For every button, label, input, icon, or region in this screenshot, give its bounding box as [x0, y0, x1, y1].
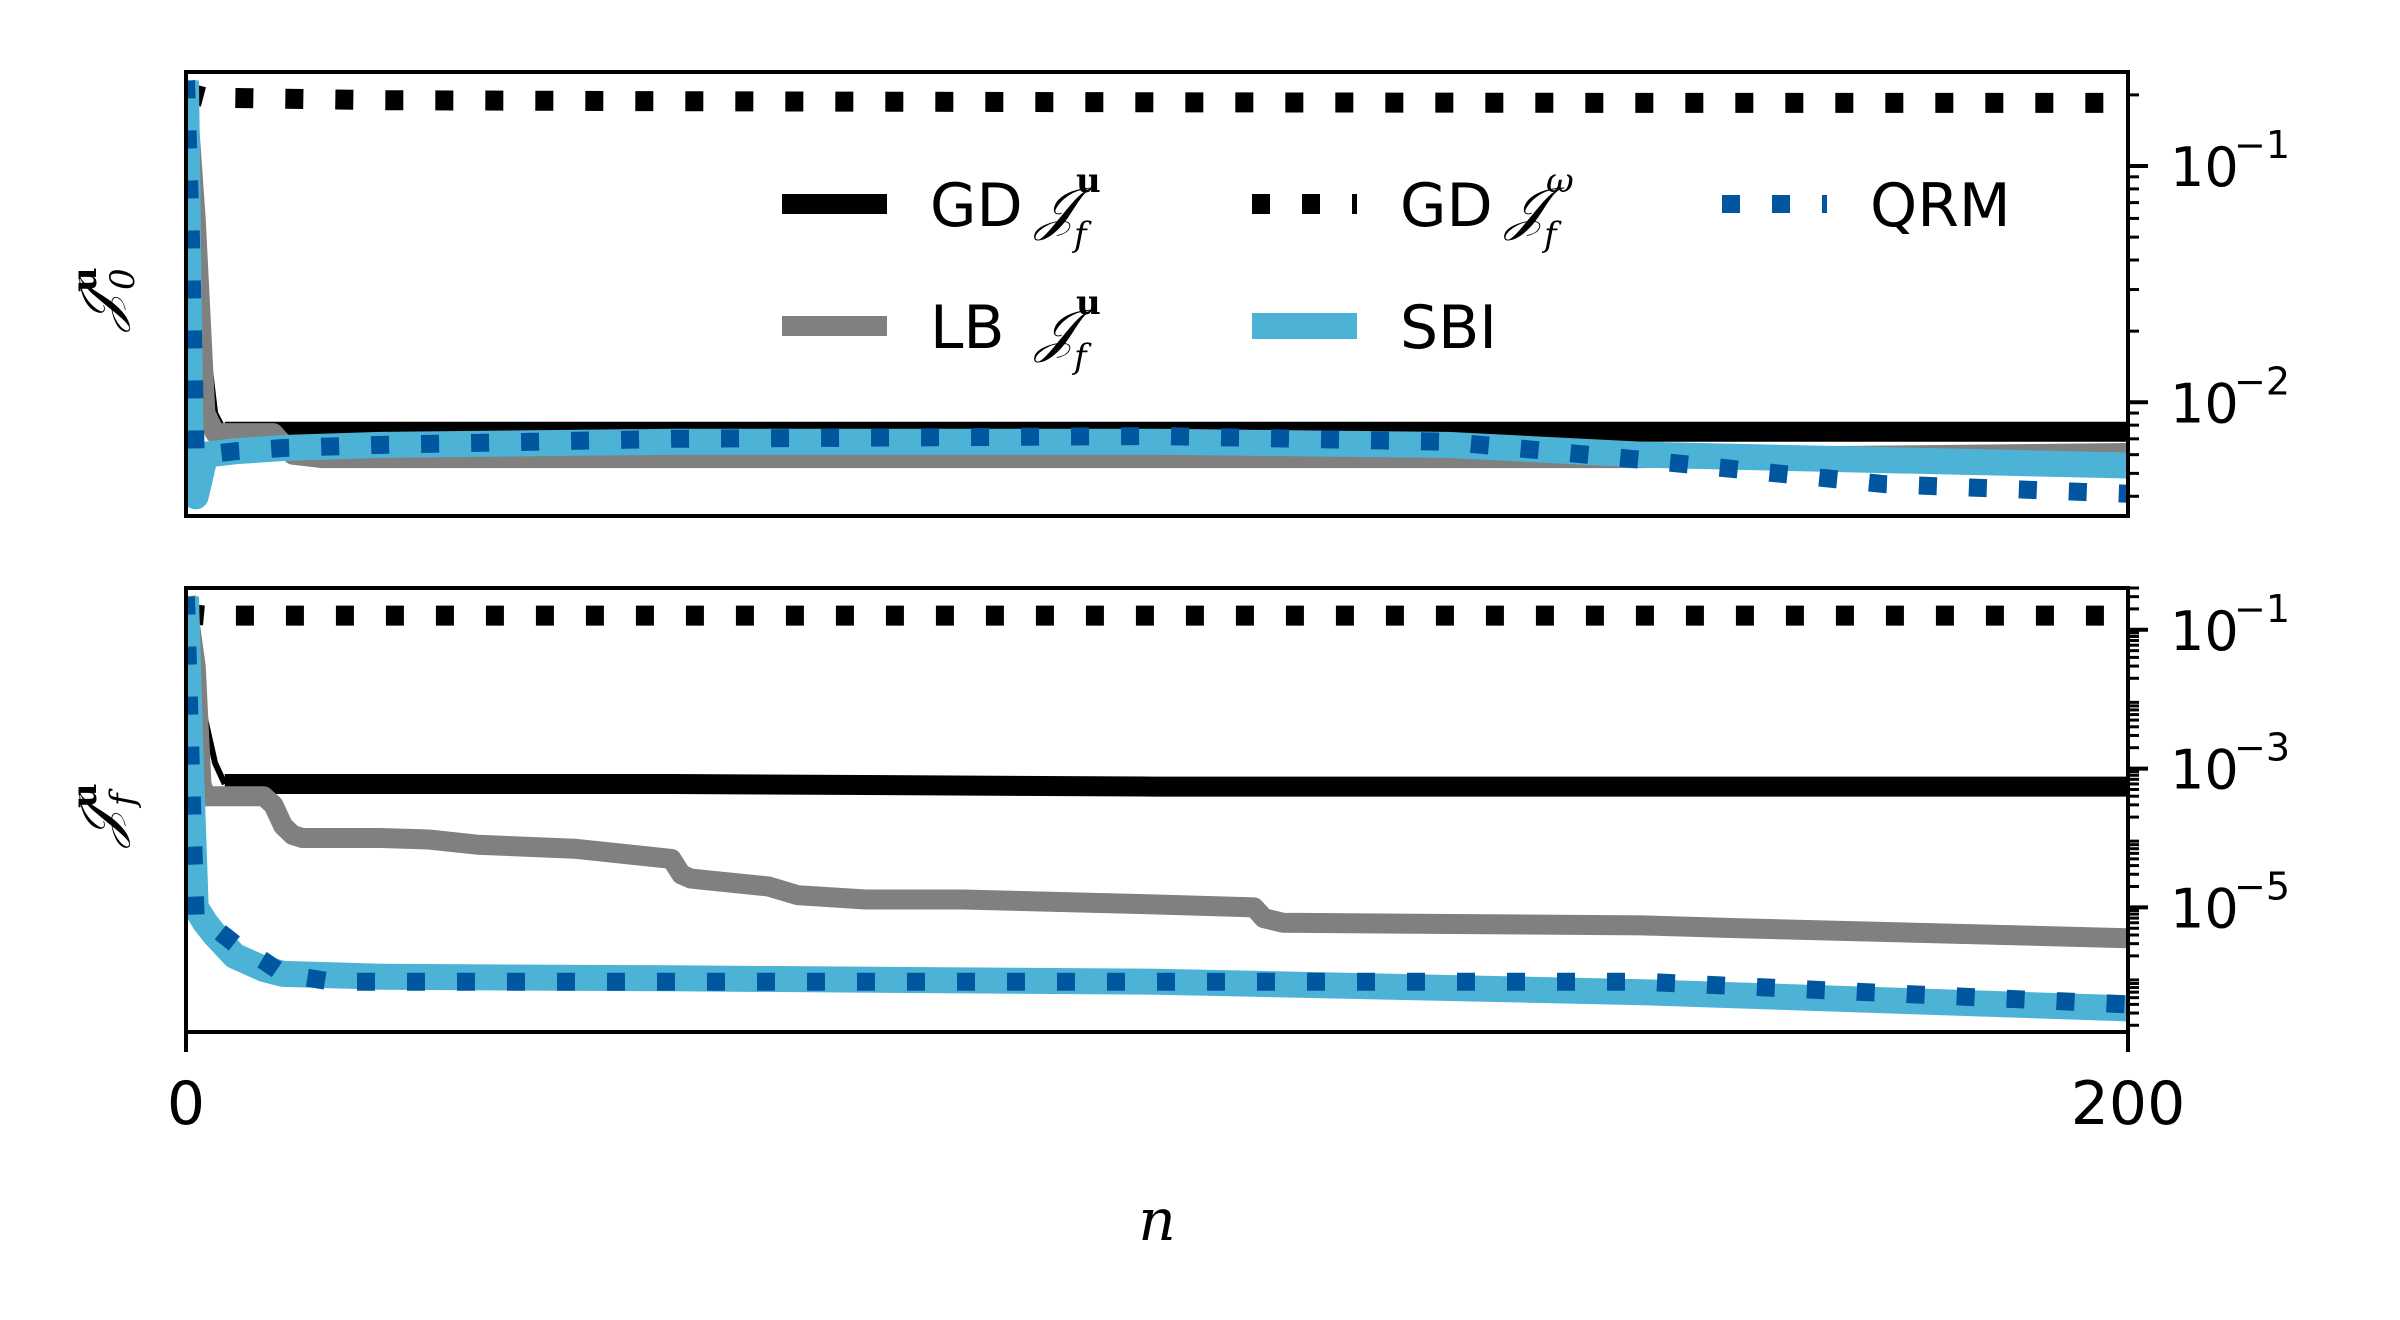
legend-math-sup: u — [1076, 161, 1101, 201]
y-axis-label: 𝒥u0 — [65, 267, 143, 333]
legend-math-sup: u — [1076, 283, 1101, 323]
series-gd-w — [186, 603, 2128, 626]
y-tick-label: 10 — [2170, 136, 2239, 199]
y-label-sup: u — [65, 267, 105, 292]
legend-label-qrm: QRM — [1870, 171, 2011, 241]
legend-label-gd-w: GD — [1400, 171, 1493, 241]
legend-label-sbi: SBI — [1400, 293, 1497, 363]
y-tick-label: 10 — [2170, 372, 2239, 435]
series-qrm — [186, 596, 2128, 1014]
series-qrm — [186, 80, 2128, 503]
plot-area — [186, 79, 2128, 510]
x-tick-label: 0 — [167, 1069, 205, 1139]
legend-label-lb-u: LB — [930, 293, 1005, 363]
axes-frame — [184, 70, 2130, 518]
legend-math-sup: ω — [1546, 161, 1574, 201]
y-tick-label: 10 — [2170, 739, 2239, 802]
legend-math-sub: f — [1071, 215, 1092, 255]
series-lb-u — [186, 595, 2128, 949]
x-tick-label: 200 — [2071, 1069, 2186, 1139]
y-tick-exponent: −2 — [2234, 359, 2290, 403]
y-axis-label: 𝒥uf — [65, 783, 143, 849]
y-tick-exponent: −1 — [2234, 123, 2290, 167]
legend-math-sub: f — [1071, 337, 1092, 377]
y-tick-exponent: −3 — [2234, 726, 2290, 770]
y-tick-label: 10 — [2170, 600, 2239, 663]
x-axis-label: n — [1138, 1186, 1175, 1254]
y-tick-label: 10 — [2170, 877, 2239, 940]
series-gd-w — [186, 82, 2128, 113]
plot-area — [186, 595, 2128, 1022]
y-tick-exponent: −1 — [2234, 587, 2290, 631]
legend-math-sub: f — [1541, 215, 1562, 255]
axes-frame — [184, 586, 2130, 1034]
y-label-sub: f — [103, 788, 143, 809]
series-gd-u — [224, 774, 2128, 797]
y-tick-exponent: −5 — [2234, 864, 2290, 908]
y-label-sub: 0 — [103, 268, 143, 290]
series-sbi — [186, 596, 2128, 1022]
series-lb-u — [186, 79, 2128, 469]
y-label-sup: u — [65, 783, 105, 808]
legend-label-gd-u: GD — [930, 171, 1023, 241]
